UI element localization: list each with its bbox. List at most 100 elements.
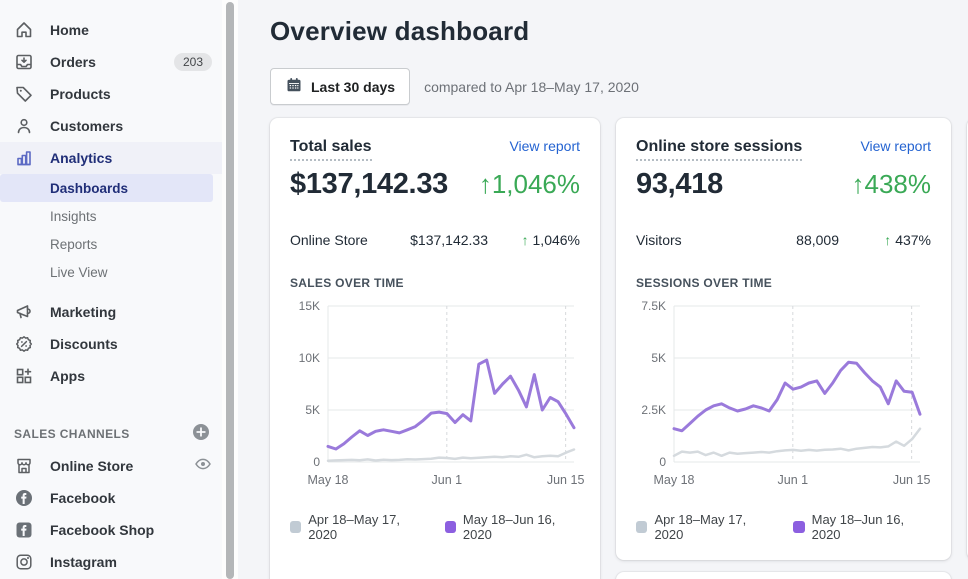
legend-item-current: May 18–Jun 16, 2020: [793, 512, 931, 542]
bar-chart-icon: [14, 148, 34, 168]
add-channel-button[interactable]: [192, 423, 210, 446]
breakdown-name: Online Store: [290, 232, 368, 248]
sidebar-item-apps[interactable]: Apps: [0, 360, 222, 392]
date-controls: Last 30 days compared to Apr 18–May 17, …: [270, 68, 639, 105]
sidebar-item-products[interactable]: Products: [0, 78, 222, 110]
sidebar-item-discounts[interactable]: Discounts: [0, 328, 222, 360]
sidebar-item-facebook-shop[interactable]: Facebook Shop: [0, 514, 222, 546]
breakdown-row: Online Store $137,142.33 ↑ 1,046%: [290, 230, 580, 250]
sessions-value: 93,418: [636, 168, 723, 200]
svg-text:15K: 15K: [299, 299, 320, 313]
legend-label: May 18–Jun 16, 2020: [811, 512, 905, 542]
discount-icon: [14, 334, 34, 354]
sidebar-item-facebook[interactable]: Facebook: [0, 482, 222, 514]
svg-text:5K: 5K: [651, 351, 666, 365]
breakdown-name: Visitors: [636, 232, 682, 248]
sidebar-item-customers[interactable]: Customers: [0, 110, 222, 142]
svg-text:May 18: May 18: [308, 473, 349, 487]
sidebar-item-label: Analytics: [50, 150, 113, 166]
sidebar-item-instagram[interactable]: Instagram: [0, 546, 222, 578]
next-row-card-partial: [616, 572, 951, 579]
home-icon: [14, 20, 34, 40]
sessions-column: Online store sessions View report 93,418…: [616, 118, 951, 579]
sales-channels-label: SALES CHANNELS: [14, 427, 130, 441]
breakdown-value: $137,142.33: [410, 232, 488, 248]
date-range-button[interactable]: Last 30 days: [270, 68, 411, 105]
sidebar-item-label: Customers: [50, 118, 124, 134]
sidebar-item-live-view[interactable]: Live View: [0, 258, 222, 286]
svg-text:2.5K: 2.5K: [641, 403, 666, 417]
legend-item-previous: Apr 18–May 17, 2020: [290, 512, 425, 542]
svg-text:10K: 10K: [299, 351, 320, 365]
person-icon: [14, 116, 34, 136]
calendar-icon: [285, 76, 303, 97]
breakdown-delta: 1,046%: [532, 232, 580, 248]
sessions-delta: ↑438%: [851, 169, 932, 199]
sidebar-item-marketing[interactable]: Marketing: [0, 296, 222, 328]
facebook-icon: [14, 488, 34, 508]
legend-item-current: May 18–Jun 16, 2020: [444, 512, 580, 542]
megaphone-icon: [14, 302, 34, 322]
scrollbar-track: [222, 0, 238, 579]
sales-over-time-chart: 0 5K 10K 15K May 18 Jun 1 Jun 15: [290, 294, 585, 496]
breakdown-row: Visitors 88,009 ↑ 437%: [636, 230, 931, 250]
sidebar-item-reports[interactable]: Reports: [0, 230, 222, 258]
chart-legend: Apr 18–May 17, 2020 May 18–Jun 16, 2020: [636, 512, 931, 542]
view-report-link[interactable]: View report: [860, 138, 931, 154]
view-store-eye-icon[interactable]: [194, 455, 212, 478]
storefront-icon: [14, 456, 34, 476]
sidebar-item-home[interactable]: Home: [0, 14, 222, 46]
sidebar-item-label: Instagram: [50, 554, 117, 570]
sidebar-item-label: Home: [50, 22, 89, 38]
sidebar-item-label: Facebook Shop: [50, 522, 155, 538]
sidebar-item-label: Insights: [50, 208, 97, 224]
view-report-link[interactable]: View report: [509, 138, 580, 154]
sales-channels-header: SALES CHANNELS: [0, 418, 222, 450]
total-sales-delta: ↑1,046%: [478, 169, 580, 199]
svg-text:Jun 1: Jun 1: [432, 473, 463, 487]
sidebar-item-analytics[interactable]: Analytics: [0, 142, 222, 174]
sidebar-item-label: Reports: [50, 236, 98, 252]
sidebar-item-label: Facebook: [50, 490, 116, 506]
instagram-icon: [14, 552, 34, 572]
apps-grid-icon: [14, 366, 34, 386]
total-sales-value: $137,142.33: [290, 168, 448, 200]
sidebar-item-label: Products: [50, 86, 111, 102]
total-sales-card: Total sales View report $137,142.33 ↑1,0…: [270, 118, 600, 579]
orders-count-badge: 203: [173, 53, 212, 71]
card-title: Online store sessions: [636, 138, 803, 161]
svg-text:Jun 1: Jun 1: [778, 473, 809, 487]
sidebar: Home Orders 203 Products Customers: [0, 0, 222, 579]
card-title: Total sales: [290, 138, 372, 161]
tag-icon: [14, 84, 34, 104]
chart-section-label: SALES OVER TIME: [290, 276, 404, 290]
up-arrow-icon: ↑: [884, 232, 892, 248]
sessions-over-time-chart: 0 2.5K 5K 7.5K May 18 Jun 1 Jun 15: [636, 294, 931, 496]
svg-text:0: 0: [313, 455, 320, 469]
facebook-shop-icon: [14, 520, 34, 540]
sidebar-item-label: Discounts: [50, 336, 118, 352]
date-range-label: Last 30 days: [311, 78, 396, 95]
legend-chip-previous: [636, 521, 648, 533]
metric-cards: Total sales View report $137,142.33 ↑1,0…: [270, 118, 968, 579]
breakdown-delta: 437%: [895, 232, 931, 248]
svg-text:5K: 5K: [305, 403, 320, 417]
main-content: Overview dashboard Last 30 days compared…: [238, 0, 968, 579]
sidebar-item-label: Online Store: [50, 458, 134, 474]
sidebar-item-online-store[interactable]: Online Store: [0, 450, 222, 482]
sidebar-item-orders[interactable]: Orders 203: [0, 46, 222, 78]
breakdown-value: 88,009: [796, 232, 839, 248]
sidebar-item-insights[interactable]: Insights: [0, 202, 222, 230]
sidebar-item-label: Live View: [50, 264, 108, 280]
sidebar-item-dashboards[interactable]: Dashboards: [0, 174, 213, 202]
chart-section-label: SESSIONS OVER TIME: [636, 276, 773, 290]
sidebar-item-label: Orders: [50, 54, 96, 70]
legend-label: Apr 18–May 17, 2020: [654, 512, 747, 542]
legend-chip-previous: [290, 521, 302, 533]
svg-text:0: 0: [659, 455, 666, 469]
compared-to-text: compared to Apr 18–May 17, 2020: [424, 78, 639, 95]
up-arrow-icon: ↑: [521, 232, 529, 248]
svg-text:May 18: May 18: [654, 473, 695, 487]
scrollbar-thumb[interactable]: [226, 2, 234, 579]
